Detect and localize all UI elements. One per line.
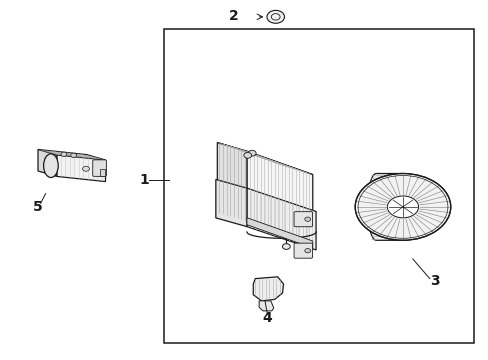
Polygon shape	[57, 155, 105, 181]
Polygon shape	[259, 301, 273, 311]
Circle shape	[71, 153, 77, 157]
Polygon shape	[367, 174, 402, 240]
Text: 1: 1	[140, 173, 149, 187]
Text: 2: 2	[228, 9, 238, 23]
Ellipse shape	[386, 196, 418, 218]
Circle shape	[244, 153, 251, 158]
Polygon shape	[217, 143, 312, 175]
Circle shape	[266, 10, 284, 23]
Circle shape	[304, 248, 310, 253]
Text: 4: 4	[262, 311, 272, 325]
Polygon shape	[246, 188, 315, 250]
Text: 5: 5	[32, 200, 42, 214]
Circle shape	[82, 166, 89, 171]
FancyBboxPatch shape	[293, 243, 312, 258]
Circle shape	[282, 244, 290, 249]
Bar	[163, 30, 473, 343]
Ellipse shape	[354, 174, 450, 240]
Polygon shape	[246, 218, 312, 248]
FancyBboxPatch shape	[293, 212, 312, 227]
Circle shape	[304, 217, 310, 221]
Text: 3: 3	[429, 274, 439, 288]
Circle shape	[61, 152, 67, 157]
Polygon shape	[38, 149, 57, 176]
Polygon shape	[253, 277, 283, 301]
Bar	[100, 169, 104, 176]
Polygon shape	[246, 151, 312, 244]
Polygon shape	[215, 179, 246, 226]
Polygon shape	[38, 149, 105, 160]
FancyBboxPatch shape	[93, 160, 106, 176]
Circle shape	[248, 150, 256, 156]
Ellipse shape	[43, 154, 58, 177]
Polygon shape	[217, 143, 246, 221]
